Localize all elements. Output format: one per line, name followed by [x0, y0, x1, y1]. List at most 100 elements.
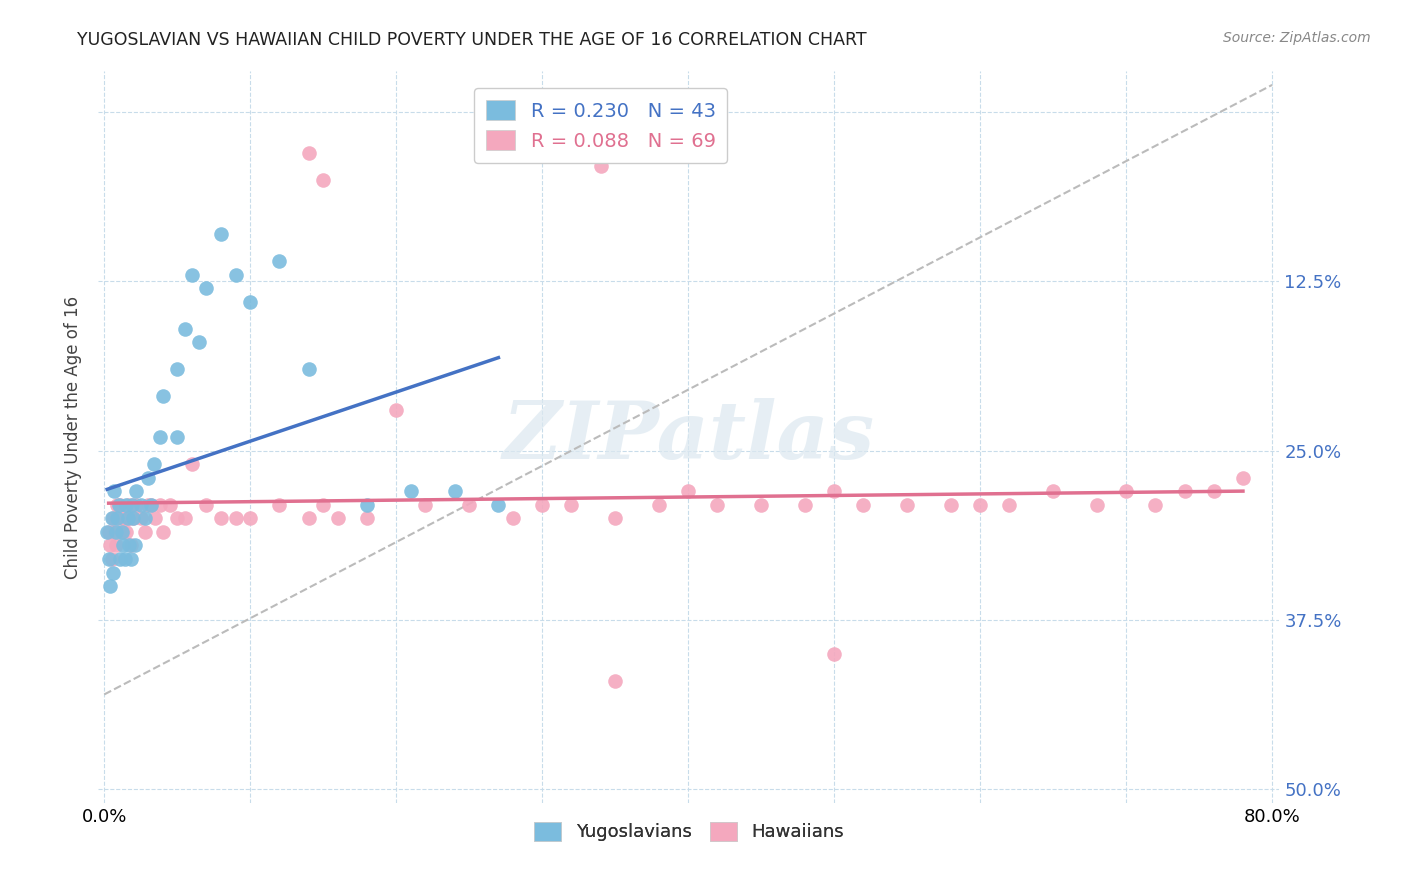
Point: [111, 524, 134, 539]
Point: [225, 511, 247, 525]
Point: [98, 579, 121, 593]
Point: [560, 498, 582, 512]
Point: [117, 511, 139, 525]
Point: [104, 524, 127, 539]
Point: [166, 362, 188, 376]
Point: [139, 498, 162, 512]
Point: [129, 498, 152, 512]
Point: [114, 511, 136, 525]
Point: [105, 498, 128, 512]
Point: [166, 511, 188, 525]
Point: [998, 498, 1021, 512]
Point: [136, 471, 159, 485]
Point: [143, 511, 166, 525]
Point: [125, 484, 148, 499]
Point: [225, 268, 247, 282]
Point: [100, 511, 122, 525]
Point: [706, 498, 728, 512]
Point: [749, 498, 772, 512]
Point: [100, 552, 122, 566]
Point: [180, 268, 202, 282]
Point: [124, 538, 146, 552]
Point: [173, 322, 195, 336]
Point: [298, 362, 321, 376]
Point: [142, 457, 165, 471]
Point: [152, 389, 174, 403]
Point: [188, 335, 211, 350]
Point: [1174, 484, 1197, 499]
Point: [1115, 484, 1137, 499]
Point: [1144, 498, 1167, 512]
Point: [129, 511, 152, 525]
Point: [648, 498, 671, 512]
Point: [502, 511, 524, 525]
Point: [121, 498, 143, 512]
Point: [676, 484, 699, 499]
Text: ZIPatlas: ZIPatlas: [503, 399, 875, 475]
Point: [356, 498, 378, 512]
Point: [139, 498, 162, 512]
Point: [114, 552, 136, 566]
Y-axis label: Child Poverty Under the Age of 16: Child Poverty Under the Age of 16: [65, 295, 83, 579]
Point: [605, 673, 627, 688]
Point: [149, 430, 172, 444]
Point: [896, 498, 918, 512]
Point: [823, 647, 845, 661]
Point: [209, 511, 232, 525]
Point: [118, 538, 141, 552]
Point: [939, 498, 962, 512]
Legend: Yugoslavians, Hawaiians: Yugoslavians, Hawaiians: [527, 814, 851, 848]
Point: [112, 524, 135, 539]
Point: [108, 511, 131, 525]
Point: [115, 524, 138, 539]
Point: [101, 511, 124, 525]
Point: [120, 552, 142, 566]
Point: [103, 524, 125, 539]
Point: [166, 430, 188, 444]
Point: [269, 498, 291, 512]
Point: [385, 403, 408, 417]
Point: [209, 227, 232, 241]
Point: [134, 524, 156, 539]
Point: [1232, 471, 1254, 485]
Point: [356, 511, 378, 525]
Point: [269, 254, 291, 268]
Point: [134, 511, 156, 525]
Point: [852, 498, 875, 512]
Point: [326, 511, 349, 525]
Text: Source: ZipAtlas.com: Source: ZipAtlas.com: [1223, 31, 1371, 45]
Point: [589, 159, 612, 173]
Point: [1202, 484, 1225, 499]
Point: [112, 538, 135, 552]
Point: [195, 498, 218, 512]
Point: [97, 552, 120, 566]
Point: [415, 498, 437, 512]
Point: [117, 498, 139, 512]
Point: [121, 498, 143, 512]
Point: [98, 538, 121, 552]
Point: [110, 552, 132, 566]
Point: [122, 511, 145, 525]
Point: [531, 498, 554, 512]
Point: [96, 524, 118, 539]
Text: YUGOSLAVIAN VS HAWAIIAN CHILD POVERTY UNDER THE AGE OF 16 CORRELATION CHART: YUGOSLAVIAN VS HAWAIIAN CHILD POVERTY UN…: [77, 31, 868, 49]
Point: [97, 524, 120, 539]
Point: [159, 498, 181, 512]
Point: [486, 498, 509, 512]
Point: [104, 538, 127, 552]
Point: [239, 511, 262, 525]
Point: [152, 524, 174, 539]
Point: [239, 294, 262, 309]
Point: [173, 511, 195, 525]
Point: [458, 498, 481, 512]
Point: [125, 498, 148, 512]
Point: [443, 484, 465, 499]
Point: [298, 511, 321, 525]
Point: [115, 498, 138, 512]
Point: [1085, 498, 1108, 512]
Point: [101, 566, 124, 580]
Point: [136, 498, 159, 512]
Point: [312, 498, 335, 512]
Point: [312, 172, 335, 186]
Point: [103, 484, 125, 499]
